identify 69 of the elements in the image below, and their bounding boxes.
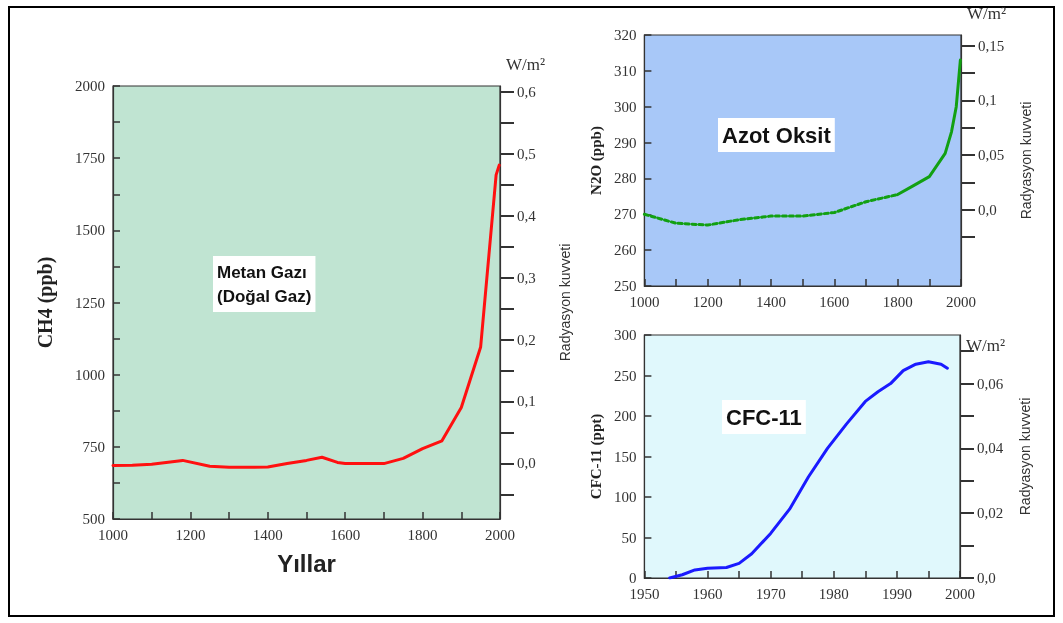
y-tick-label: 200: [613, 408, 637, 424]
y2-tick-label: 0,15: [978, 37, 1005, 54]
annotation: Metan Gazı (Doğal Gaz): [217, 262, 312, 306]
y2-axis-title: Radyasyon kuvveti: [1018, 101, 1034, 220]
y-tick-label: 1750: [75, 150, 105, 167]
y-tick-label: 290: [613, 134, 637, 151]
y-axis-title: CH4 (ppb): [34, 256, 57, 349]
x-tick-label: 1950: [629, 585, 660, 602]
y-tick-label: 1250: [75, 294, 105, 311]
x-tick-label: 1400: [252, 526, 283, 543]
y-tick-label: 260: [613, 242, 637, 259]
annotation: Azot Oksit: [722, 122, 832, 148]
y-tick-label: 2000: [75, 78, 105, 94]
y-tick-label: 750: [82, 438, 105, 455]
x-tick-label: 1200: [175, 526, 206, 543]
x-tick-label: 1980: [818, 585, 849, 602]
y-tick-label: 270: [613, 206, 637, 223]
y2-tick-label: 0,02: [977, 505, 1004, 522]
x-tick-label: 1990: [881, 585, 912, 602]
y2-tick-label: 0,5: [517, 146, 536, 163]
y2-tick-label: 0,6: [517, 84, 537, 101]
line-series: [668, 360, 949, 580]
y-tick-label: 1500: [75, 222, 105, 239]
x-tick-label: 2000: [485, 526, 515, 543]
text: W/m²: [967, 4, 1007, 23]
y-tick-label: 50: [621, 529, 637, 546]
y2-axis-title: Radyasyon kuvveti: [1017, 397, 1033, 516]
y2-axis-title: Radyasyon kuvveti: [557, 243, 573, 362]
y-axis-title: N2O (ppb): [587, 126, 605, 195]
line-series: [111, 163, 501, 469]
y-tick-label: 0: [628, 570, 637, 586]
x-tick-label: 1800: [882, 293, 913, 310]
x-tick-label: 1400: [756, 293, 787, 310]
y-tick-label: 250: [613, 367, 637, 384]
x-tick-label: 1800: [407, 526, 438, 543]
y2-tick-label: 0,0: [978, 201, 997, 218]
y-tick-label: 310: [613, 62, 637, 79]
y-tick-label: 500: [82, 511, 105, 527]
y2-tick-label: 0,06: [977, 375, 1004, 392]
y2-tick-label: 0,1: [517, 393, 536, 410]
text: W/m²: [506, 55, 546, 74]
x-tick-label: 1960: [692, 585, 723, 602]
x-tick-label: 1600: [819, 293, 850, 310]
x-tick-label: 2000: [945, 585, 975, 602]
y2-tick-label: 0,4: [517, 207, 537, 224]
y2-tick-label: 0,0: [517, 455, 536, 472]
x-axis-title: Yıllar: [277, 549, 336, 577]
x-tick-label: 1000: [98, 526, 128, 543]
y2-tick-label: 0,04: [977, 440, 1004, 457]
y-tick-label: 300: [613, 327, 637, 343]
y-tick-label: 150: [613, 448, 637, 465]
x-tick-label: 2000: [946, 293, 976, 310]
y-axis-title: CFC-11 (ppt): [587, 413, 605, 500]
y-tick-label: 280: [613, 170, 637, 187]
y2-tick-label: 0,05: [978, 147, 1005, 164]
y-tick-label: 100: [613, 489, 637, 505]
x-tick-label: 1970: [755, 585, 786, 602]
y-tick-label: 320: [613, 27, 637, 43]
y2-tick-label: 0,3: [517, 269, 536, 286]
x-tick-label: 1600: [330, 526, 361, 543]
y-tick-label: 250: [613, 278, 637, 294]
annotation: CFC-11: [726, 404, 802, 430]
y2-tick-label: 0,1: [978, 92, 997, 109]
y2-tick-label: 0,0: [977, 570, 996, 586]
x-tick-label: 1200: [692, 293, 723, 310]
y-tick-label: 300: [613, 98, 637, 115]
text: W/m²: [966, 336, 1006, 355]
y-tick-label: 1000: [75, 366, 105, 383]
y2-tick-label: 0,2: [517, 331, 536, 348]
